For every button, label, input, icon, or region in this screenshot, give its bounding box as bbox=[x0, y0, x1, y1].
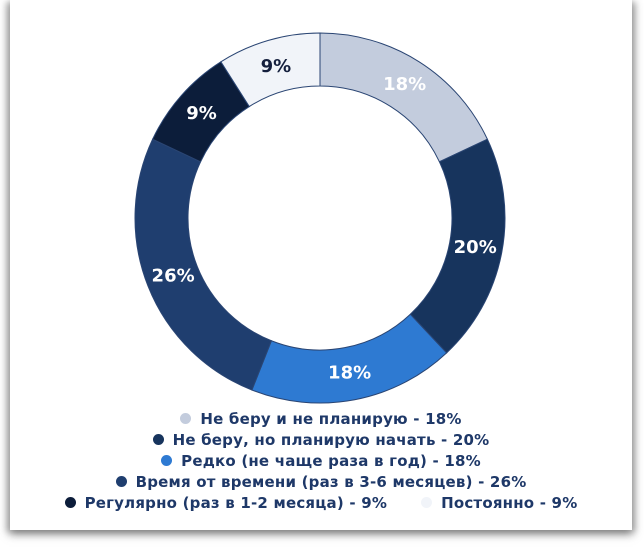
legend-bullet-icon bbox=[180, 413, 192, 424]
legend-row: Время от времени (раз в 3-6 месяцев) - 2… bbox=[115, 471, 527, 492]
slice-percent-label-5: 9% bbox=[261, 56, 292, 77]
chart-slice-0 bbox=[319, 32, 489, 163]
legend-label: Не беру, но планирую начать - 20% bbox=[172, 430, 490, 449]
slice-percent-label-3: 26% bbox=[152, 266, 195, 287]
legend-item-4: Регулярно (раз в 1-2 месяца) - 9% bbox=[64, 493, 388, 512]
report-card: 18% 20% 18% 26% 9% 9% Не беру и не планирую -… bbox=[10, 0, 632, 530]
legend-label: Время от времени (раз в 3-6 месяцев) - 2… bbox=[135, 472, 527, 491]
legend-label: Редко (не чаще раза в год) - 18% bbox=[181, 451, 481, 470]
slice-percent-label-0: 18% bbox=[383, 74, 426, 95]
donut-chart-svg: 18% 20% 18% 26% 9% 9% bbox=[134, 32, 506, 404]
legend-label: Не беру и не планирую - 18% bbox=[200, 409, 462, 428]
legend-row: Не беру и не планирую - 18% bbox=[180, 408, 461, 429]
slice-percent-label-1: 20% bbox=[454, 237, 497, 258]
legend-row: Регулярно (раз в 1-2 месяца) - 9% Постоян… bbox=[64, 492, 578, 513]
legend-bullet-icon bbox=[421, 497, 433, 508]
legend-label: Постоянно - 9% bbox=[441, 493, 578, 512]
legend-bullet-icon bbox=[64, 497, 76, 508]
legend-item-1: Не беру, но планирую начать - 20% bbox=[152, 430, 490, 449]
legend-bullet-icon bbox=[152, 434, 164, 445]
chart-slice-5 bbox=[220, 32, 321, 108]
legend-item-3: Время от времени (раз в 3-6 месяцев) - 2… bbox=[115, 472, 527, 491]
slice-percent-label-2: 18% bbox=[328, 363, 371, 384]
legend-row: Не беру, но планирую начать - 20% bbox=[152, 429, 490, 450]
slice-percent-label-4: 9% bbox=[186, 103, 217, 124]
legend-row: Редко (не чаще раза в год) - 18% bbox=[161, 450, 481, 471]
legend-bullet-icon bbox=[115, 476, 127, 487]
chart-slice-2 bbox=[251, 313, 448, 404]
legend-bullet-icon bbox=[161, 455, 173, 466]
legend-item-2: Редко (не чаще раза в год) - 18% bbox=[161, 452, 481, 470]
chart-slice-3 bbox=[134, 138, 273, 391]
donut-chart: 18% 20% 18% 26% 9% 9% bbox=[10, 0, 632, 410]
legend-label: Регулярно (раз в 1-2 месяца) - 9% bbox=[84, 493, 388, 512]
legend-item-0: Не беру и не планирую - 18% bbox=[180, 410, 461, 428]
legend-item-5: Постоянно - 9% bbox=[421, 494, 577, 512]
chart-legend: Не беру и не планирую - 18% Не беру, но п… bbox=[10, 408, 632, 513]
